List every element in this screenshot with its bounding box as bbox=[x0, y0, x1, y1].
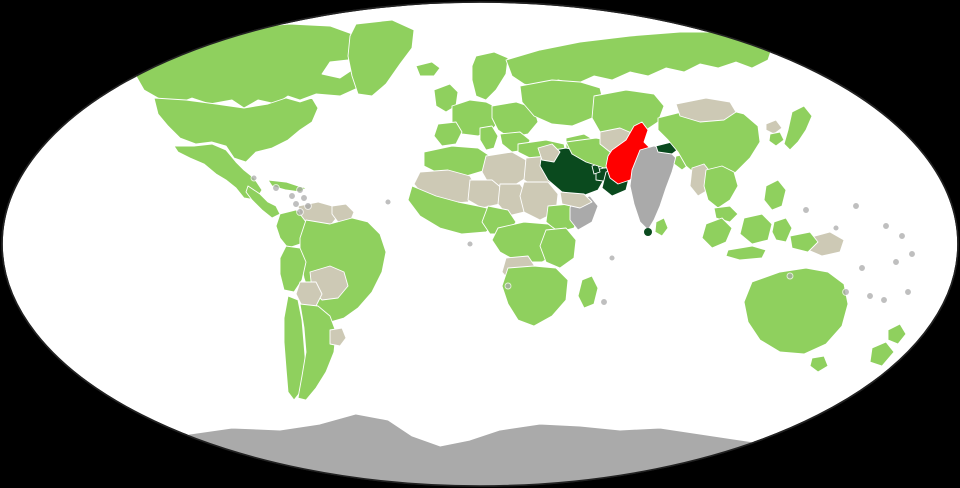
island-dot bbox=[466, 240, 474, 248]
region-argentina bbox=[297, 303, 337, 401]
region-chile bbox=[283, 295, 307, 401]
region-east-asia bbox=[657, 97, 845, 261]
island-dot bbox=[288, 192, 296, 200]
island-dot bbox=[880, 296, 888, 304]
region-new-guinea-west bbox=[789, 231, 819, 253]
region-iceland bbox=[415, 61, 441, 77]
region-new-zealand-south bbox=[869, 341, 895, 367]
region-greenland bbox=[347, 19, 415, 97]
region-peru bbox=[279, 245, 307, 293]
island-dot bbox=[852, 202, 860, 210]
region-levant bbox=[537, 143, 561, 163]
region-europe bbox=[415, 31, 773, 161]
region-yemen bbox=[559, 191, 593, 209]
region-malaysia bbox=[713, 205, 739, 223]
island-dot bbox=[600, 298, 608, 306]
island-dot bbox=[304, 202, 312, 210]
region-sulawesi bbox=[771, 217, 793, 243]
region-iberia bbox=[433, 121, 463, 147]
island-dot bbox=[866, 292, 874, 300]
island-dot bbox=[842, 288, 850, 296]
region-central-europe bbox=[491, 101, 539, 139]
region-maldives-dot bbox=[644, 228, 652, 236]
region-libya bbox=[481, 151, 527, 189]
region-central-america bbox=[245, 185, 281, 219]
island-dot bbox=[292, 200, 300, 208]
island-dot bbox=[904, 288, 912, 296]
region-japan bbox=[783, 105, 813, 151]
island-dot bbox=[384, 198, 392, 206]
region-java bbox=[725, 245, 767, 261]
island-dot bbox=[250, 174, 258, 182]
island-dot bbox=[908, 250, 916, 258]
island-dot bbox=[272, 184, 280, 192]
island-dot bbox=[504, 282, 512, 290]
region-sumatra bbox=[701, 217, 733, 249]
region-madagascar bbox=[577, 275, 599, 309]
island-dot bbox=[802, 206, 810, 214]
region-north-korea bbox=[765, 119, 783, 135]
region-southern-africa bbox=[501, 265, 569, 327]
region-sri-lanka bbox=[654, 217, 669, 237]
island-dot bbox=[882, 222, 890, 230]
region-italy bbox=[479, 125, 499, 151]
region-central-asia bbox=[591, 89, 665, 139]
region-australia bbox=[743, 267, 849, 355]
region-usa bbox=[153, 97, 319, 163]
region-uruguay bbox=[329, 327, 347, 347]
island-dot bbox=[786, 272, 794, 280]
region-indochina bbox=[703, 165, 739, 209]
region-new-zealand-north bbox=[887, 323, 907, 345]
region-south-asia bbox=[599, 121, 691, 237]
island-dot bbox=[832, 224, 840, 232]
island-dot bbox=[300, 194, 308, 202]
region-east-africa bbox=[539, 227, 577, 269]
region-south-korea bbox=[768, 131, 785, 147]
island-dot bbox=[858, 264, 866, 272]
region-oceania bbox=[743, 267, 907, 373]
island-dot bbox=[296, 208, 304, 216]
region-bolivia bbox=[295, 281, 323, 307]
region-mongolia bbox=[675, 97, 737, 123]
island-state-markers bbox=[250, 174, 916, 306]
region-tasmania bbox=[809, 355, 829, 373]
island-dot bbox=[898, 232, 906, 240]
region-philippines bbox=[763, 179, 787, 211]
region-borneo bbox=[739, 213, 773, 245]
region-scandinavia bbox=[471, 51, 509, 101]
island-dot bbox=[296, 186, 304, 194]
island-dot bbox=[892, 258, 900, 266]
island-dot bbox=[608, 254, 616, 262]
